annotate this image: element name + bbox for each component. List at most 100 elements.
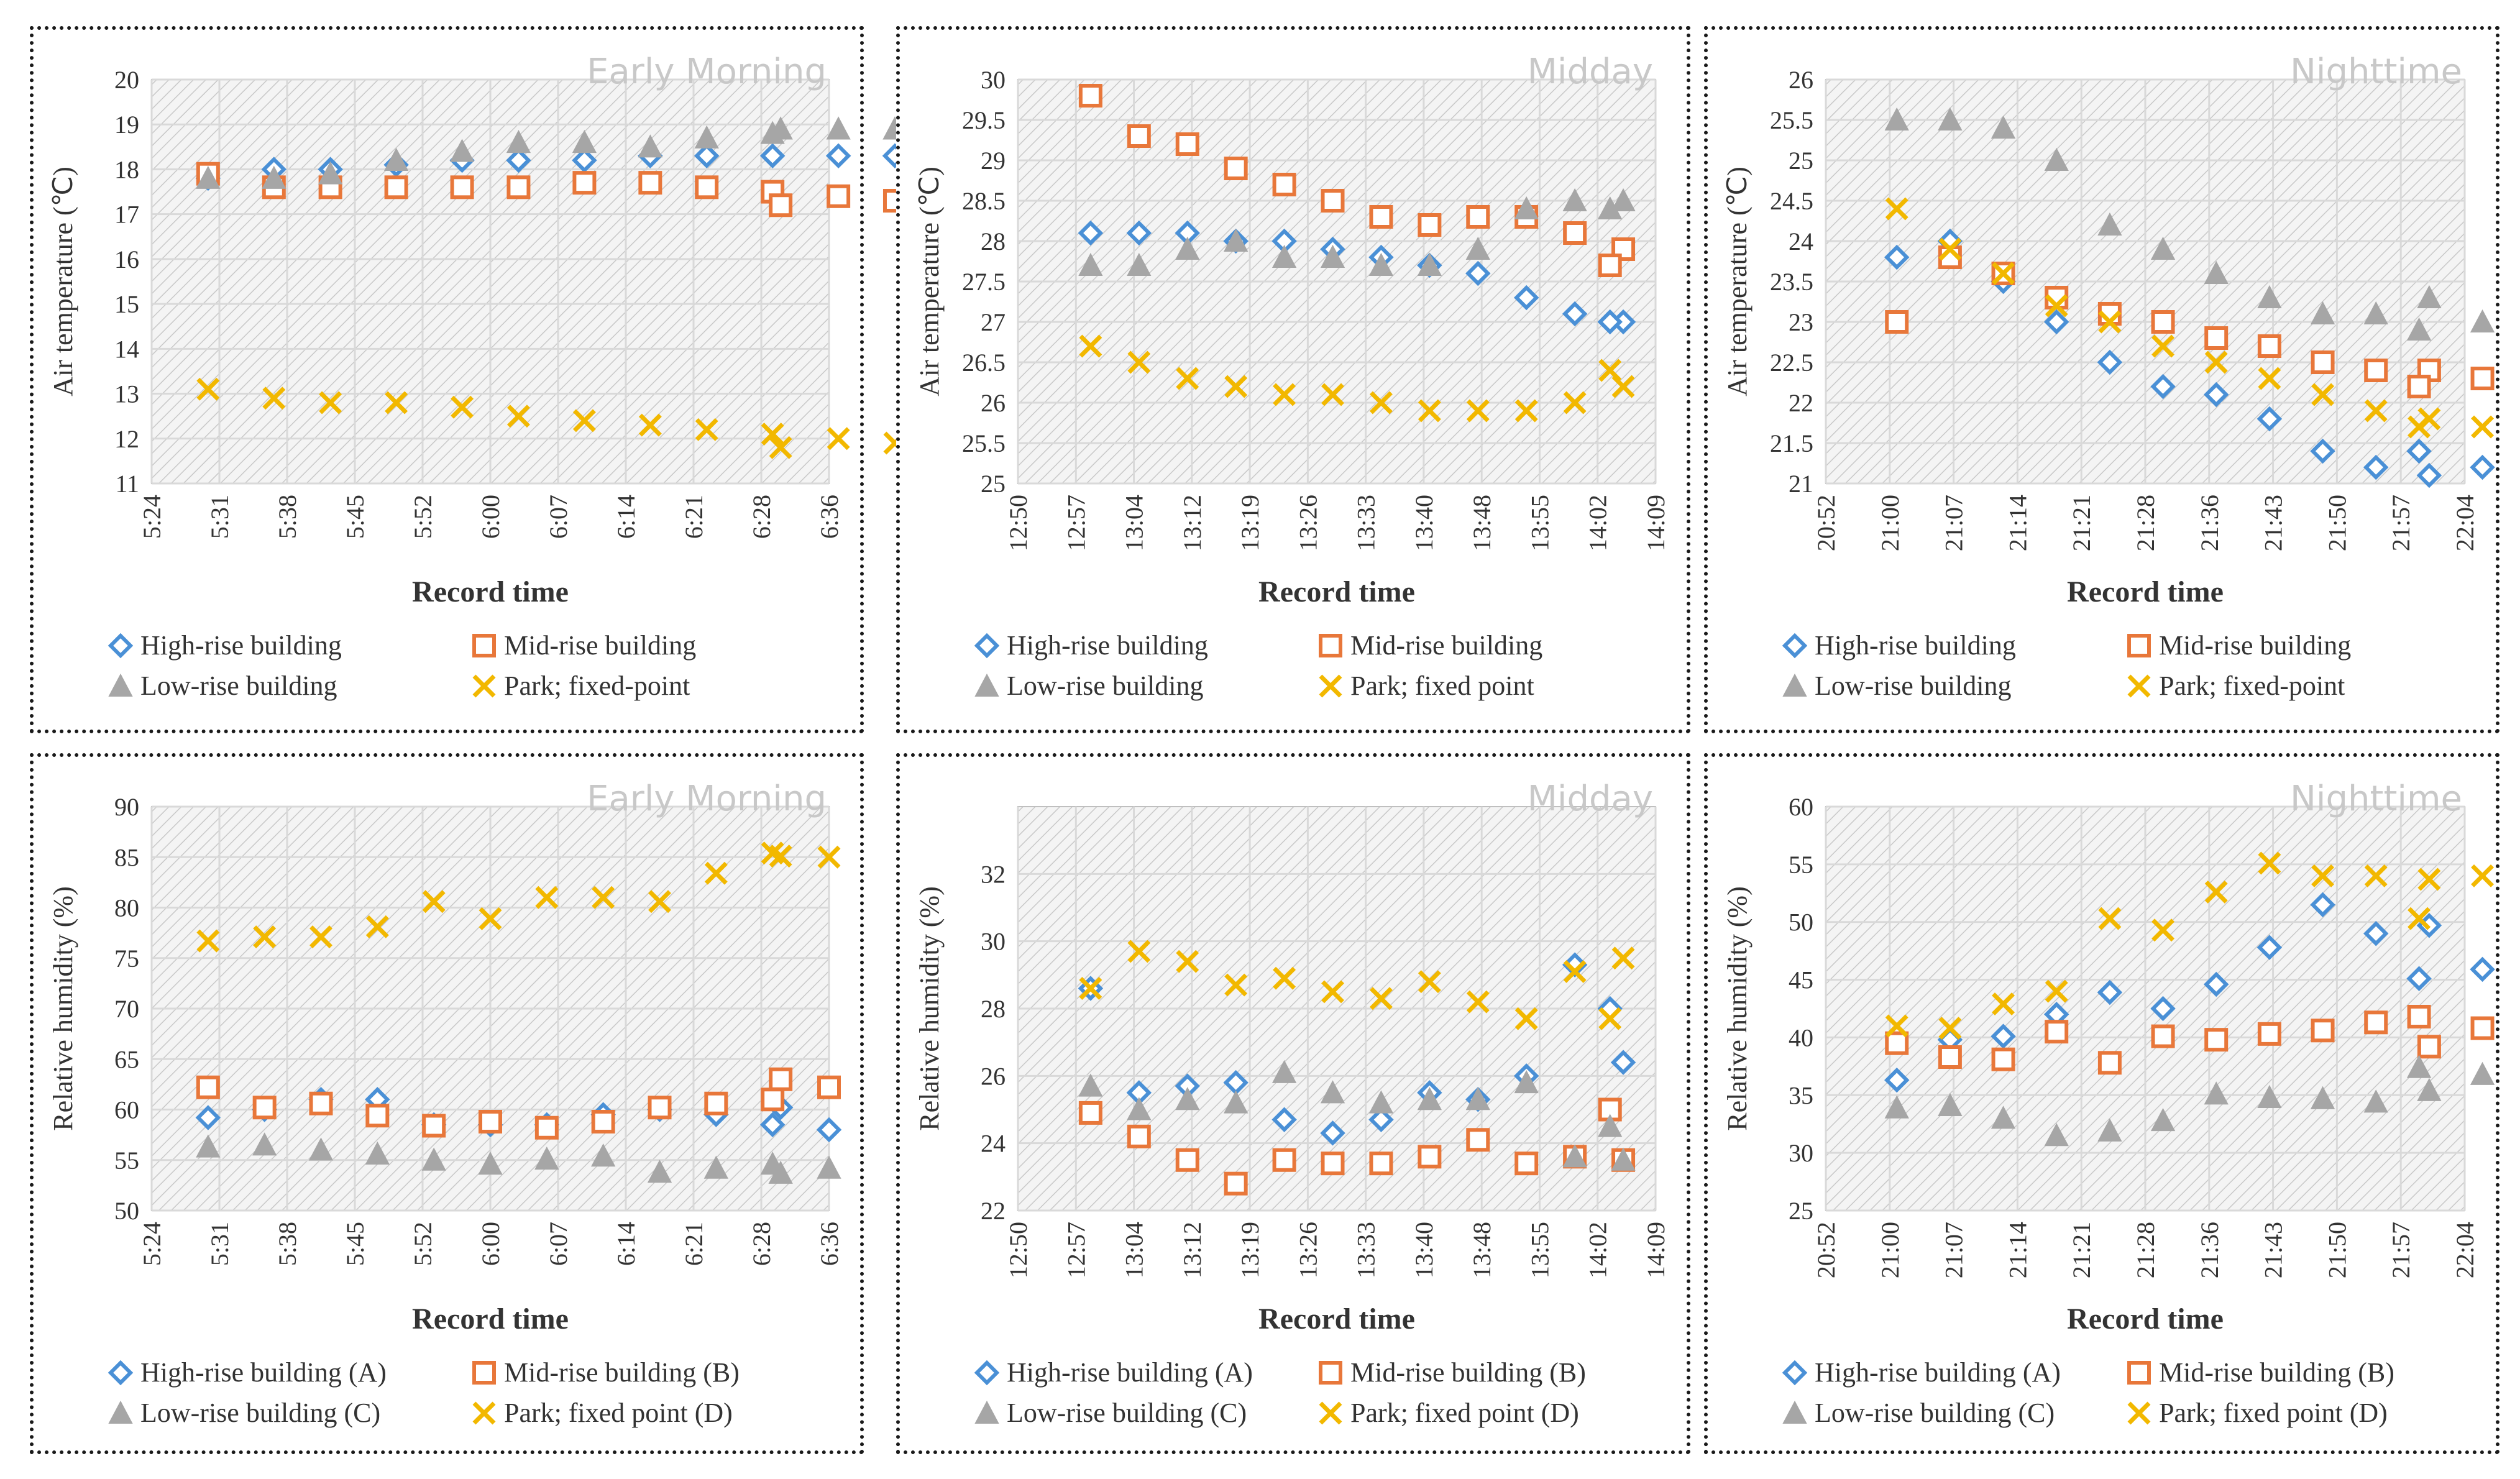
- legend-item-park: Park; fixed-point: [2127, 671, 2345, 701]
- data-point: [638, 413, 662, 437]
- data-point: [2311, 383, 2335, 406]
- legend-label: Low-rise building: [1007, 671, 1204, 701]
- y-tick-label: 25: [981, 470, 1006, 498]
- data-point: [2045, 979, 2068, 1003]
- x-tick-label: 21:07: [1940, 495, 1968, 551]
- data-point: [825, 143, 851, 169]
- x-tick-label: 13:26: [1294, 495, 1322, 551]
- x-tick-label: 21:57: [2387, 1222, 2415, 1278]
- data-point: [365, 1141, 390, 1165]
- data-point: [1224, 157, 1248, 180]
- x-tick-label: 12:50: [1004, 495, 1032, 551]
- data-point: [592, 886, 615, 909]
- series-low_rise: [1078, 188, 1636, 276]
- legend-marker: [472, 1401, 496, 1425]
- data-point: [1466, 399, 1490, 423]
- series-park: [1885, 851, 2495, 1040]
- x-tick-label: 14:02: [1584, 1222, 1612, 1278]
- data-point: [318, 161, 343, 185]
- y-tick-label: 30: [1789, 1139, 1813, 1167]
- legend-marker: [1319, 634, 1342, 657]
- y-tick-label: 28: [981, 995, 1006, 1023]
- x-tick-label: 5:52: [409, 1222, 437, 1266]
- data-point: [534, 1115, 559, 1140]
- data-point: [365, 1104, 390, 1128]
- y-axis-title: Air temperature (℃): [1722, 167, 1753, 396]
- legend-label: High-rise building: [1007, 630, 1208, 661]
- data-point: [262, 165, 286, 189]
- series-low_rise: [196, 1132, 841, 1184]
- data-point: [253, 925, 277, 949]
- data-point: [2406, 1055, 2432, 1078]
- x-tick-label: 13:33: [1352, 495, 1380, 551]
- data-point: [1418, 970, 1441, 994]
- data-point: [1885, 1031, 1909, 1055]
- y-tick-label: 40: [1789, 1023, 1813, 1051]
- data-point: [1418, 399, 1441, 423]
- x-tick-label: 5:45: [341, 495, 369, 539]
- data-point: [1078, 252, 1103, 276]
- legend-item-mid_rise: Mid-rise building (B): [1319, 1357, 1586, 1388]
- data-point: [695, 418, 718, 441]
- y-tick-label: 24: [981, 1130, 1006, 1158]
- x-tick-label: 5:38: [273, 1222, 301, 1266]
- panel-temp-night: 21 21.5 22 22.5 23 23.5 24 24.5 25 25.5 26 20:52 21:…: [1704, 26, 2499, 733]
- x-tick-label: 13:40: [1410, 495, 1438, 551]
- data-point: [1598, 1114, 1623, 1137]
- data-point: [506, 405, 530, 428]
- data-point: [1126, 220, 1152, 246]
- y-tick-label: 35: [1789, 1081, 1813, 1109]
- legend-item-low_rise: Low-rise building: [108, 671, 337, 701]
- data-point: [638, 171, 662, 195]
- data-point: [1611, 1147, 1636, 1171]
- data-point: [309, 925, 332, 949]
- data-point: [196, 377, 220, 401]
- data-point: [1884, 1067, 1910, 1093]
- data-point: [1176, 950, 1199, 973]
- data-point: [2470, 454, 2495, 480]
- legend-item-park: Park; fixed point (D): [472, 1398, 733, 1428]
- data-point: [827, 427, 850, 451]
- legend-item-mid_rise: Mid-rise building: [1319, 630, 1542, 661]
- data-point: [2204, 1028, 2229, 1052]
- legend-marker: [472, 1361, 496, 1385]
- data-point: [1273, 383, 1296, 406]
- y-tick-label: 23: [1789, 308, 1813, 336]
- y-tick-label: 90: [114, 793, 139, 821]
- data-point: [694, 143, 720, 169]
- legend-marker: [974, 633, 1000, 659]
- chart-svg: 50 55 60 65 70 75 80 85 90 5:24 5:31 5:38 5:45 5:52 6:…: [48, 779, 843, 1428]
- data-point: [1078, 1101, 1102, 1125]
- data-point: [1598, 254, 1622, 277]
- x-tick-label: 21:50: [2323, 1222, 2351, 1278]
- data-point: [383, 147, 409, 171]
- y-tick-label: 23.5: [1770, 268, 1813, 296]
- series-mid_rise: [1885, 1005, 2495, 1075]
- data-point: [769, 193, 793, 218]
- data-point: [1127, 1124, 1151, 1148]
- legend-label: Park; fixed point: [1350, 671, 1534, 701]
- x-tick-label: 21:36: [2196, 495, 2224, 551]
- legend-marker: [2127, 1401, 2151, 1425]
- legend-item-low_rise: Low-rise building: [974, 671, 1204, 701]
- x-tick-label: 12:57: [1062, 1222, 1090, 1278]
- data-point: [1369, 1152, 1393, 1176]
- y-tick-label: 75: [114, 945, 139, 973]
- legend-label: Low-rise building (C): [1815, 1398, 2055, 1428]
- data-point: [1562, 1144, 1587, 1168]
- legend-item-low_rise: Low-rise building (C): [974, 1398, 1247, 1428]
- data-point: [826, 116, 851, 140]
- y-axis-title: Relative humidity (%): [1722, 886, 1753, 1130]
- data-point: [535, 886, 559, 909]
- data-point: [1938, 1045, 1962, 1069]
- legend-item-mid_rise: Mid-rise building: [472, 630, 696, 661]
- period-label: Midday: [1528, 779, 1653, 819]
- x-tick-label: 6:21: [680, 1222, 708, 1266]
- data-point: [2417, 868, 2441, 891]
- data-point: [252, 1132, 277, 1156]
- legend-marker: [1319, 674, 1342, 698]
- legend-marker: [108, 1360, 134, 1386]
- data-point: [450, 175, 474, 199]
- data-point: [1369, 987, 1393, 1010]
- data-point: [1321, 383, 1344, 406]
